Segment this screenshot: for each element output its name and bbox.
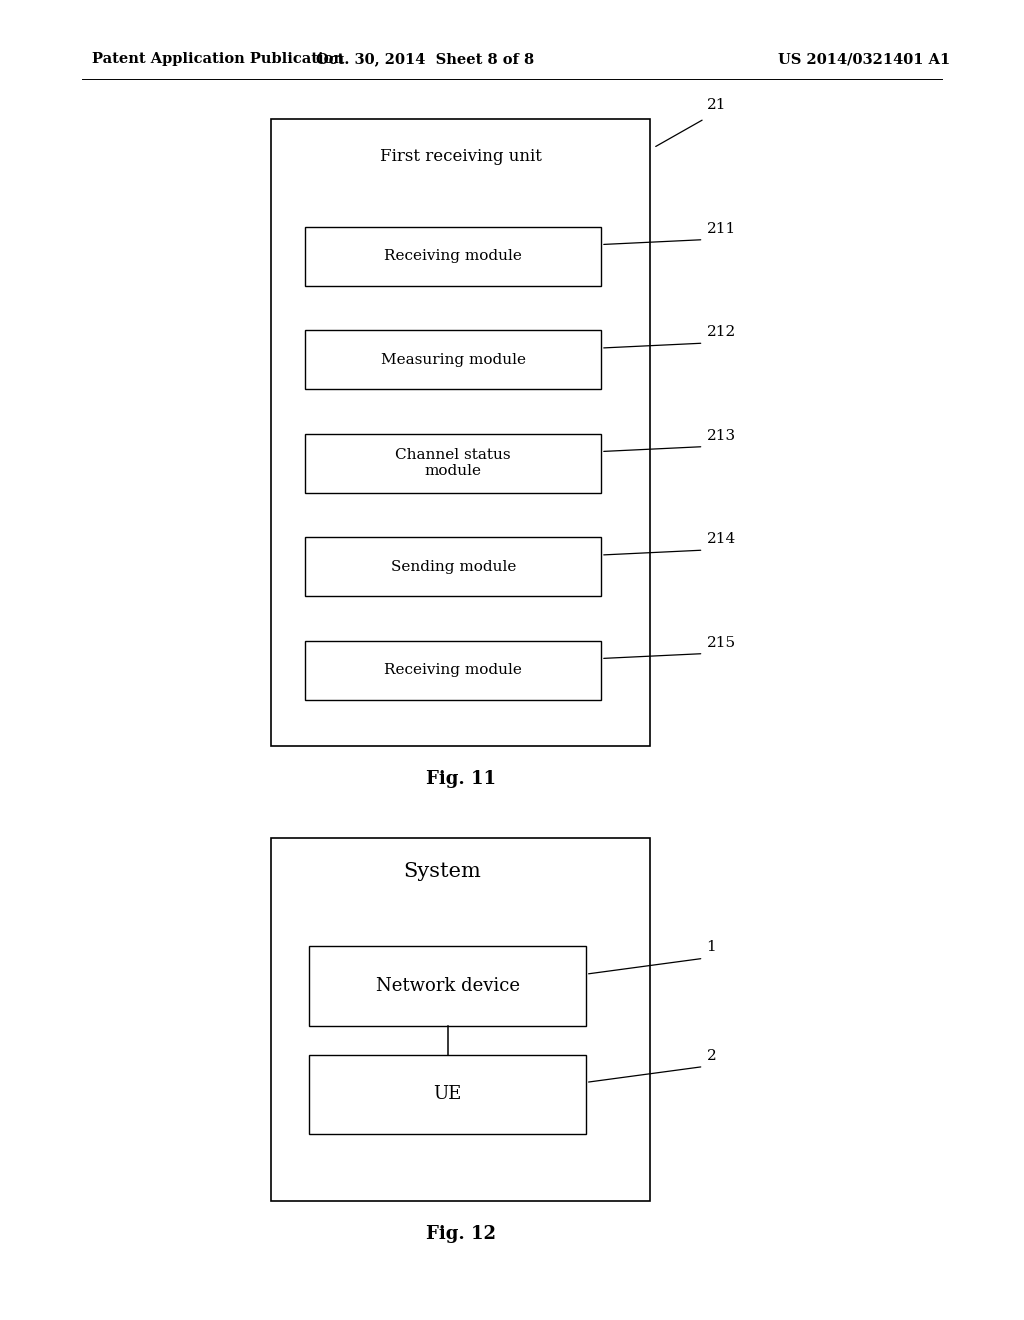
Text: Measuring module: Measuring module xyxy=(381,352,525,367)
Text: 215: 215 xyxy=(707,636,735,649)
Text: Channel status
module: Channel status module xyxy=(395,449,511,478)
Text: Receiving module: Receiving module xyxy=(384,249,522,264)
Bar xyxy=(305,537,601,597)
Text: Network device: Network device xyxy=(376,977,519,995)
Text: Fig. 12: Fig. 12 xyxy=(426,1225,496,1243)
Text: 212: 212 xyxy=(707,325,736,339)
Bar xyxy=(309,1055,586,1134)
Text: Oct. 30, 2014  Sheet 8 of 8: Oct. 30, 2014 Sheet 8 of 8 xyxy=(315,53,535,66)
Text: First receiving unit: First receiving unit xyxy=(380,148,542,165)
Text: Fig. 11: Fig. 11 xyxy=(426,770,496,788)
Text: Receiving module: Receiving module xyxy=(384,663,522,677)
Bar xyxy=(305,640,601,700)
Bar xyxy=(271,119,650,746)
Bar xyxy=(305,434,601,492)
Text: 211: 211 xyxy=(707,222,736,236)
Text: System: System xyxy=(402,862,481,880)
Bar xyxy=(271,838,650,1201)
Text: 2: 2 xyxy=(707,1048,717,1063)
Text: 213: 213 xyxy=(707,429,735,442)
Bar xyxy=(305,227,601,286)
Bar xyxy=(305,330,601,389)
Text: US 2014/0321401 A1: US 2014/0321401 A1 xyxy=(778,53,950,66)
Text: 1: 1 xyxy=(707,940,717,954)
Text: 214: 214 xyxy=(707,532,736,546)
Text: Sending module: Sending module xyxy=(390,560,516,574)
Text: Patent Application Publication: Patent Application Publication xyxy=(92,53,344,66)
Bar xyxy=(309,946,586,1026)
Text: UE: UE xyxy=(433,1085,462,1104)
Text: 21: 21 xyxy=(707,98,726,112)
